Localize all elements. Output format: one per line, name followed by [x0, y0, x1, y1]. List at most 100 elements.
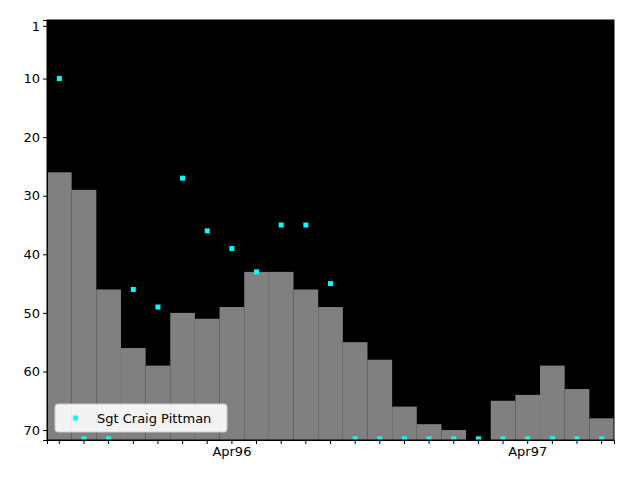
y-tick: 40	[23, 247, 47, 262]
point	[279, 223, 284, 228]
x-tick	[355, 440, 356, 444]
x-tick-mark	[503, 440, 504, 444]
y-tick: 10	[23, 71, 47, 86]
x-tick	[330, 440, 331, 444]
point	[501, 436, 506, 440]
bar	[244, 272, 269, 440]
x-tick	[108, 440, 109, 444]
series-bar	[47, 172, 614, 440]
x-tick	[305, 440, 306, 444]
legend: Sgt Craig Pittman	[55, 404, 227, 432]
bar	[491, 401, 516, 440]
y-axis-line	[43, 21, 48, 441]
x-tick-mark	[552, 440, 553, 444]
plot-background	[47, 20, 614, 440]
y-axis: 1 10 20 30 40 50 60 70	[23, 19, 47, 441]
y-tick-label: 50	[23, 306, 40, 321]
x-tick-mark	[182, 440, 183, 444]
y-tick-mark	[43, 371, 47, 372]
x-tick-mark	[157, 440, 158, 444]
legend-label: Sgt Craig Pittman	[97, 411, 211, 426]
y-tick: 1	[32, 19, 47, 34]
bar	[540, 366, 565, 440]
bar	[392, 407, 417, 440]
series-scatter	[57, 76, 604, 440]
y-tick: 20	[23, 130, 47, 145]
y-tick: 60	[23, 364, 47, 379]
bar	[367, 360, 392, 440]
legend-swatch	[73, 416, 78, 421]
y-tick: 70	[23, 423, 47, 438]
point	[353, 436, 358, 440]
y-tick: 30	[23, 188, 47, 203]
x-tick-mark	[355, 440, 356, 444]
point	[402, 436, 407, 440]
y-tick-label: 40	[23, 247, 40, 262]
plot: 1 10 20 30 40 50 60 70 Apr96 Apr97 Sgt Craig Pittm…	[23, 19, 614, 460]
point	[328, 281, 333, 286]
x-tick-mark	[601, 440, 602, 444]
bar	[269, 272, 294, 440]
point	[81, 436, 86, 440]
x-tick	[83, 440, 84, 444]
point	[550, 436, 555, 440]
point	[254, 269, 259, 274]
x-tick-mark	[108, 440, 109, 444]
x-tick-label: Apr97	[508, 444, 547, 459]
point	[205, 228, 210, 233]
bar	[47, 172, 72, 440]
y-tick: 50	[23, 306, 47, 321]
bar	[318, 307, 343, 440]
x-tick-mark	[59, 440, 60, 444]
y-tick-label: 30	[23, 188, 40, 203]
x-tick-mark	[281, 440, 282, 444]
x-tick-mark	[330, 440, 331, 444]
bar	[565, 389, 590, 440]
x-tick-label: Apr96	[212, 444, 251, 459]
point	[180, 176, 185, 181]
x-tick-mark	[133, 440, 134, 444]
point	[377, 436, 382, 440]
x-tick-mark	[379, 440, 380, 444]
x-tick	[453, 440, 454, 444]
x-tick-mark	[256, 440, 257, 444]
point	[155, 305, 160, 310]
frame	[47, 20, 614, 440]
x-tick-mark	[83, 440, 84, 444]
point	[57, 76, 62, 81]
bar	[515, 395, 540, 440]
point	[106, 436, 111, 440]
point	[599, 436, 604, 440]
x-tick	[503, 440, 504, 444]
point	[229, 246, 234, 251]
y-tick-mark	[43, 313, 47, 314]
y-tick-label: 60	[23, 364, 40, 379]
x-tick	[478, 440, 479, 444]
x-tick	[404, 440, 405, 444]
x-tick	[577, 440, 578, 444]
point	[131, 287, 136, 292]
x-tick	[379, 440, 380, 444]
x-tick-mark	[404, 440, 405, 444]
x-tick	[133, 440, 134, 444]
x-tick	[207, 440, 208, 444]
x-tick	[552, 440, 553, 444]
point	[476, 436, 481, 440]
x-tick-mark	[478, 440, 479, 444]
x-tick	[256, 440, 257, 444]
point	[451, 436, 456, 440]
x-tick-mark	[453, 440, 454, 444]
point	[303, 223, 308, 228]
x-tick	[59, 440, 60, 444]
y-tick-mark	[43, 79, 47, 80]
y-tick-mark	[43, 196, 47, 197]
x-tick	[601, 440, 602, 444]
x-tick	[281, 440, 282, 444]
marks	[47, 76, 614, 440]
x-tick	[182, 440, 183, 444]
y-tick-label: 20	[23, 130, 40, 145]
y-tick-mark	[43, 137, 47, 138]
y-tick-mark	[43, 26, 47, 27]
x-tick	[157, 440, 158, 444]
x-tick-mark	[429, 440, 430, 444]
